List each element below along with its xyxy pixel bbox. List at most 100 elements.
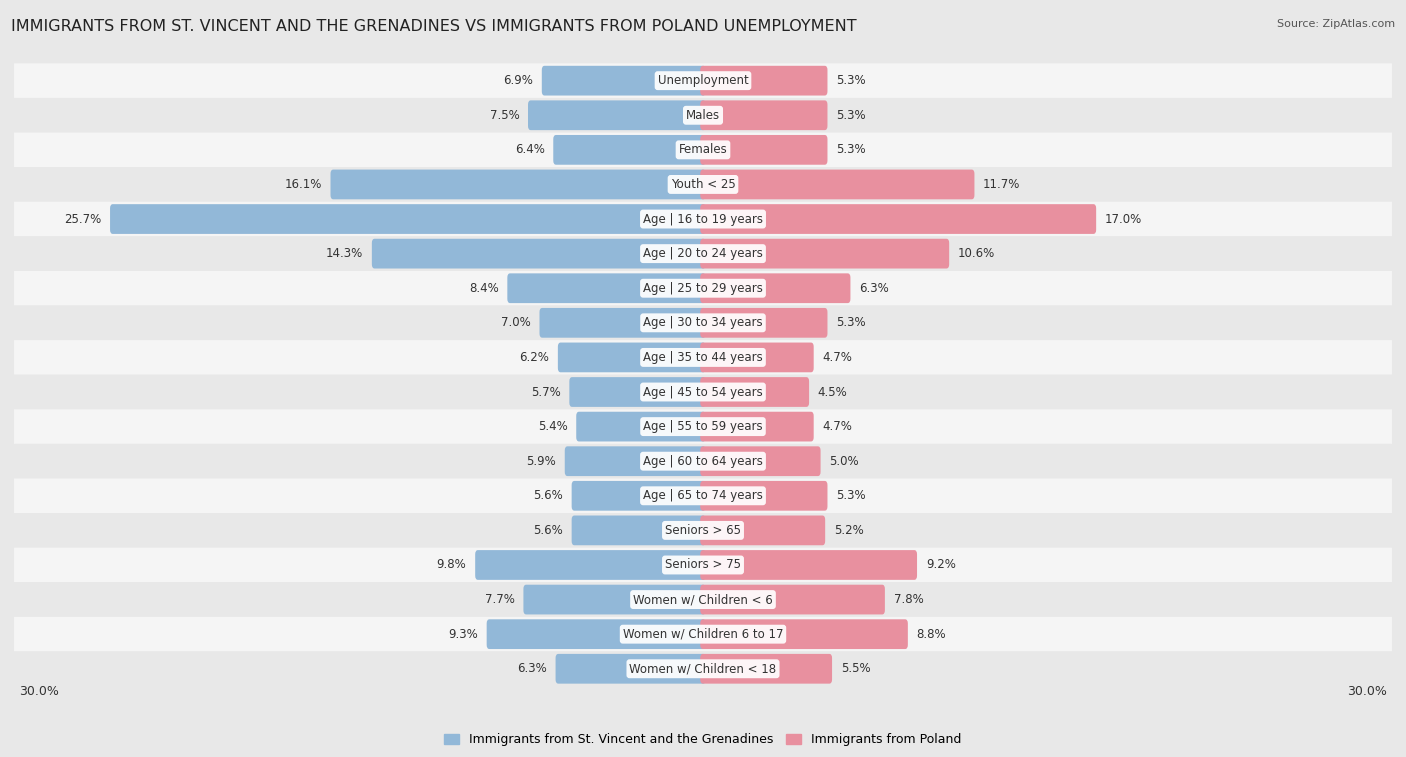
Text: 5.3%: 5.3%: [837, 316, 866, 329]
Text: 6.3%: 6.3%: [859, 282, 889, 294]
Text: Age | 45 to 54 years: Age | 45 to 54 years: [643, 385, 763, 398]
FancyBboxPatch shape: [14, 236, 1392, 271]
FancyBboxPatch shape: [572, 516, 706, 545]
FancyBboxPatch shape: [700, 654, 832, 684]
Text: 9.3%: 9.3%: [449, 628, 478, 640]
FancyBboxPatch shape: [700, 412, 814, 441]
FancyBboxPatch shape: [486, 619, 706, 649]
Text: 5.0%: 5.0%: [830, 455, 859, 468]
Text: 16.1%: 16.1%: [284, 178, 322, 191]
FancyBboxPatch shape: [555, 654, 706, 684]
Text: 5.7%: 5.7%: [531, 385, 561, 398]
FancyBboxPatch shape: [700, 308, 828, 338]
FancyBboxPatch shape: [523, 584, 706, 615]
Text: Age | 20 to 24 years: Age | 20 to 24 years: [643, 247, 763, 260]
Text: IMMIGRANTS FROM ST. VINCENT AND THE GRENADINES VS IMMIGRANTS FROM POLAND UNEMPLO: IMMIGRANTS FROM ST. VINCENT AND THE GREN…: [11, 19, 856, 34]
FancyBboxPatch shape: [14, 478, 1392, 513]
FancyBboxPatch shape: [700, 447, 821, 476]
Text: 14.3%: 14.3%: [326, 247, 363, 260]
Text: Unemployment: Unemployment: [658, 74, 748, 87]
FancyBboxPatch shape: [14, 306, 1392, 340]
Text: 30.0%: 30.0%: [1347, 685, 1388, 698]
Text: Source: ZipAtlas.com: Source: ZipAtlas.com: [1277, 19, 1395, 29]
Text: Age | 30 to 34 years: Age | 30 to 34 years: [643, 316, 763, 329]
Text: 6.2%: 6.2%: [519, 351, 550, 364]
Text: 5.3%: 5.3%: [837, 489, 866, 503]
FancyBboxPatch shape: [14, 64, 1392, 98]
FancyBboxPatch shape: [576, 412, 706, 441]
FancyBboxPatch shape: [14, 132, 1392, 167]
FancyBboxPatch shape: [14, 444, 1392, 478]
Text: 7.8%: 7.8%: [894, 593, 924, 606]
Text: 5.3%: 5.3%: [837, 143, 866, 157]
FancyBboxPatch shape: [558, 343, 706, 372]
FancyBboxPatch shape: [700, 238, 949, 269]
Text: 5.3%: 5.3%: [837, 109, 866, 122]
Text: Women w/ Children 6 to 17: Women w/ Children 6 to 17: [623, 628, 783, 640]
Text: Youth < 25: Youth < 25: [671, 178, 735, 191]
FancyBboxPatch shape: [541, 66, 706, 95]
FancyBboxPatch shape: [14, 340, 1392, 375]
FancyBboxPatch shape: [14, 375, 1392, 410]
FancyBboxPatch shape: [14, 617, 1392, 652]
Text: Age | 60 to 64 years: Age | 60 to 64 years: [643, 455, 763, 468]
FancyBboxPatch shape: [14, 652, 1392, 686]
FancyBboxPatch shape: [14, 547, 1392, 582]
FancyBboxPatch shape: [508, 273, 706, 303]
Text: 7.0%: 7.0%: [501, 316, 531, 329]
Text: Age | 65 to 74 years: Age | 65 to 74 years: [643, 489, 763, 503]
Text: Age | 25 to 29 years: Age | 25 to 29 years: [643, 282, 763, 294]
FancyBboxPatch shape: [554, 135, 706, 165]
FancyBboxPatch shape: [700, 584, 884, 615]
Text: 7.5%: 7.5%: [489, 109, 519, 122]
Text: Women w/ Children < 18: Women w/ Children < 18: [630, 662, 776, 675]
FancyBboxPatch shape: [700, 170, 974, 199]
FancyBboxPatch shape: [569, 377, 706, 407]
FancyBboxPatch shape: [565, 447, 706, 476]
FancyBboxPatch shape: [700, 101, 828, 130]
Text: 10.6%: 10.6%: [957, 247, 995, 260]
Text: 17.0%: 17.0%: [1105, 213, 1142, 226]
Text: 5.2%: 5.2%: [834, 524, 863, 537]
Text: 5.6%: 5.6%: [533, 524, 562, 537]
FancyBboxPatch shape: [700, 135, 828, 165]
FancyBboxPatch shape: [700, 619, 908, 649]
FancyBboxPatch shape: [14, 513, 1392, 547]
FancyBboxPatch shape: [14, 271, 1392, 306]
Text: Females: Females: [679, 143, 727, 157]
FancyBboxPatch shape: [529, 101, 706, 130]
Text: 5.6%: 5.6%: [533, 489, 562, 503]
FancyBboxPatch shape: [700, 66, 828, 95]
Text: 9.8%: 9.8%: [437, 559, 467, 572]
Text: Males: Males: [686, 109, 720, 122]
FancyBboxPatch shape: [700, 550, 917, 580]
FancyBboxPatch shape: [110, 204, 706, 234]
Text: 8.4%: 8.4%: [468, 282, 499, 294]
FancyBboxPatch shape: [475, 550, 706, 580]
FancyBboxPatch shape: [540, 308, 706, 338]
FancyBboxPatch shape: [572, 481, 706, 511]
FancyBboxPatch shape: [700, 204, 1097, 234]
Text: 5.9%: 5.9%: [526, 455, 555, 468]
Text: 5.4%: 5.4%: [537, 420, 568, 433]
Text: 5.3%: 5.3%: [837, 74, 866, 87]
Text: Age | 55 to 59 years: Age | 55 to 59 years: [643, 420, 763, 433]
FancyBboxPatch shape: [700, 343, 814, 372]
Text: Women w/ Children < 6: Women w/ Children < 6: [633, 593, 773, 606]
Text: Seniors > 65: Seniors > 65: [665, 524, 741, 537]
Text: 5.5%: 5.5%: [841, 662, 870, 675]
Text: 6.9%: 6.9%: [503, 74, 533, 87]
Legend: Immigrants from St. Vincent and the Grenadines, Immigrants from Poland: Immigrants from St. Vincent and the Gren…: [439, 728, 967, 751]
FancyBboxPatch shape: [700, 481, 828, 511]
FancyBboxPatch shape: [700, 377, 808, 407]
Text: Age | 35 to 44 years: Age | 35 to 44 years: [643, 351, 763, 364]
Text: 6.3%: 6.3%: [517, 662, 547, 675]
FancyBboxPatch shape: [14, 202, 1392, 236]
FancyBboxPatch shape: [330, 170, 706, 199]
FancyBboxPatch shape: [371, 238, 706, 269]
Text: Seniors > 75: Seniors > 75: [665, 559, 741, 572]
Text: 6.4%: 6.4%: [515, 143, 544, 157]
Text: Age | 16 to 19 years: Age | 16 to 19 years: [643, 213, 763, 226]
FancyBboxPatch shape: [14, 582, 1392, 617]
Text: 4.5%: 4.5%: [818, 385, 848, 398]
